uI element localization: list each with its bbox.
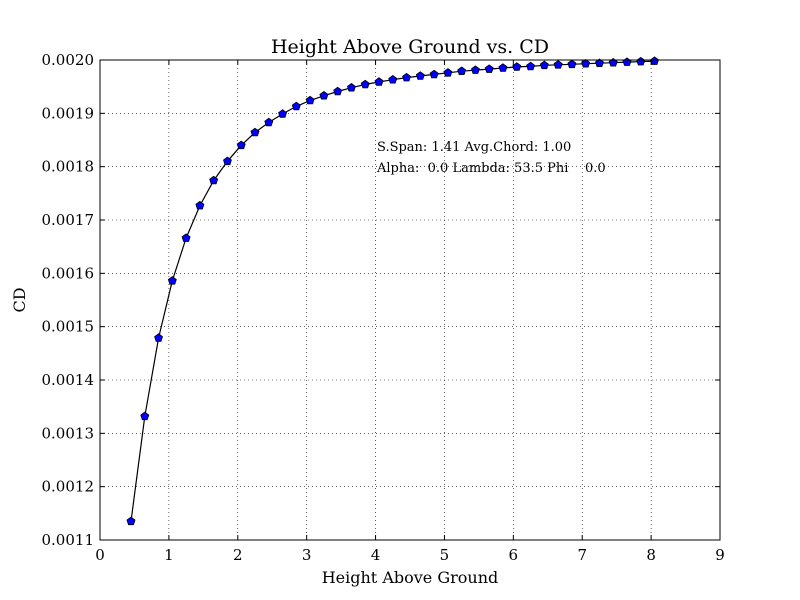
data-point xyxy=(140,411,150,421)
data-point xyxy=(209,175,219,185)
data-point xyxy=(457,66,467,75)
data-point xyxy=(319,91,329,100)
y-tick-label: 0.0015 xyxy=(42,318,95,336)
data-point xyxy=(539,60,549,70)
y-tick-label: 0.0013 xyxy=(42,424,95,442)
x-tick-label: 7 xyxy=(577,546,587,564)
data-point xyxy=(126,516,136,526)
x-tick-label: 1 xyxy=(164,546,174,564)
annotation-span-chord: S.Span: 1.41 Avg.Chord: 1.00 xyxy=(377,140,571,155)
data-point xyxy=(305,95,315,105)
x-tick-label: 6 xyxy=(509,546,519,564)
data-point xyxy=(154,333,163,342)
data-point xyxy=(484,64,494,73)
data-point xyxy=(236,140,246,150)
data-point xyxy=(471,65,480,74)
data-point xyxy=(595,58,604,67)
y-tick-label: 0.0011 xyxy=(42,531,95,549)
x-tick-label: 4 xyxy=(371,546,381,564)
x-axis-label: Height Above Ground xyxy=(322,568,499,587)
data-point xyxy=(429,69,439,79)
y-tick-label: 0.0019 xyxy=(42,104,95,122)
x-tick-label: 9 xyxy=(715,546,725,564)
x-tick-label: 5 xyxy=(440,546,450,564)
data-point xyxy=(223,156,232,166)
grid xyxy=(100,60,720,540)
chart-title: Height Above Ground vs. CD xyxy=(271,36,549,58)
data-point xyxy=(498,63,508,72)
data-point xyxy=(443,68,453,77)
data-point xyxy=(415,71,425,80)
x-tick-label: 2 xyxy=(233,546,243,564)
ticks: 0 1 2 3 4 5 6 7 8 9 0.0011 0.0012 0.0013 0.0014 0.0015… xyxy=(42,51,725,564)
data-point xyxy=(181,233,191,242)
y-tick-label: 0.0018 xyxy=(42,158,95,176)
y-tick-label: 0.0016 xyxy=(42,264,95,282)
data-point xyxy=(553,60,563,69)
data-point xyxy=(278,109,287,118)
y-tick-label: 0.0017 xyxy=(42,211,95,229)
y-axis-label: CD xyxy=(10,287,29,312)
data-point xyxy=(333,86,343,96)
data-point xyxy=(526,61,535,71)
plot-frame xyxy=(99,59,721,541)
y-tick-label: 0.0014 xyxy=(42,371,95,389)
data-point xyxy=(360,79,370,89)
data-point xyxy=(650,56,659,65)
data-point xyxy=(347,83,356,92)
data-point xyxy=(374,77,384,86)
data-point xyxy=(388,75,398,84)
y-tick-label: 0.0012 xyxy=(42,478,95,496)
data-point xyxy=(250,127,260,137)
x-tick-label: 0 xyxy=(95,546,105,564)
data-point xyxy=(567,59,577,69)
data-point xyxy=(167,276,177,285)
annotation-alpha-lambda-phi: Alpha: 0.0 Lambda: 53.5 Phi 0.0 xyxy=(376,161,606,176)
data-point xyxy=(291,101,301,111)
y-tick-label: 0.0020 xyxy=(42,51,95,69)
data-point xyxy=(264,117,274,127)
data-point xyxy=(195,200,205,210)
x-tick-label: 8 xyxy=(646,546,656,564)
data-point xyxy=(402,72,411,82)
data-point xyxy=(512,62,522,71)
x-tick-label: 3 xyxy=(302,546,312,564)
series-layer xyxy=(126,56,659,526)
